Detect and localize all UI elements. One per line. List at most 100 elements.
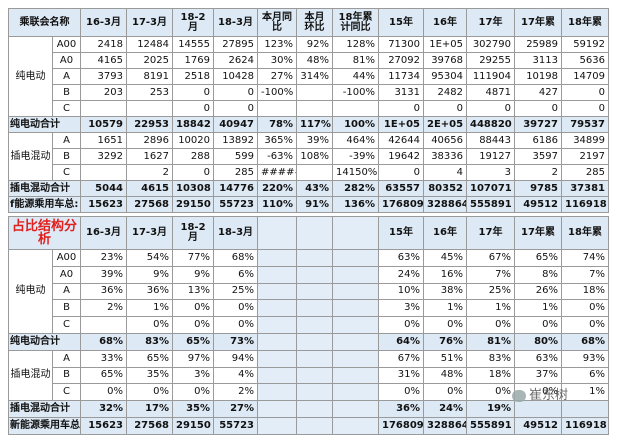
value-cell: 17%	[126, 400, 174, 418]
value-cell: 4615	[126, 180, 173, 197]
value-cell: 10198	[514, 68, 562, 85]
value-cell: 27%	[257, 68, 297, 85]
value-cell	[257, 316, 298, 334]
column-header: 17-3月	[126, 8, 173, 37]
value-cell	[332, 349, 380, 368]
value-cell: 18%	[466, 366, 516, 385]
value-cell: 0%	[561, 299, 610, 318]
value-cell: 36%	[126, 282, 174, 301]
value-cell: 1%	[561, 383, 610, 402]
value-cell: 285	[213, 164, 258, 181]
value-cell: 33%	[80, 349, 128, 368]
value-cell: 27568	[126, 196, 173, 213]
value-cell: 54%	[126, 249, 174, 267]
value-cell	[80, 316, 128, 334]
value-cell: 8%	[514, 265, 563, 284]
value-cell	[257, 282, 298, 301]
value-cell: 65%	[514, 249, 563, 267]
row-subclass: B	[52, 84, 81, 101]
column-header: 16年	[423, 216, 468, 250]
value-cell: 0%	[172, 383, 215, 402]
value-cell: 3793	[80, 68, 127, 85]
value-cell: 3%	[172, 366, 215, 385]
value-cell: 10308	[172, 180, 214, 197]
value-cell: 15623	[80, 416, 128, 435]
column-header: 17年累	[514, 8, 562, 37]
value-cell: 2025	[126, 52, 173, 69]
value-cell: 55723	[213, 416, 259, 435]
value-cell: 18%	[561, 282, 610, 301]
value-cell: 5636	[561, 52, 609, 69]
value-cell	[514, 400, 563, 418]
row-label: 插电混动合计	[7, 400, 82, 418]
value-cell: 0%	[126, 383, 174, 402]
column-header: 17-3月	[126, 216, 174, 250]
value-cell: 13892	[213, 132, 258, 149]
value-cell: 59192	[561, 36, 609, 53]
share-table: 占比结构分析 16-3月 17-3月 18-2月 18-3月 15年 16年 17年 17年累 1…	[7, 216, 610, 435]
value-cell	[257, 299, 298, 318]
value-cell: 0	[514, 100, 562, 117]
value-cell: 555891	[466, 416, 516, 435]
value-cell: 1E+05	[378, 116, 424, 133]
value-cell	[296, 84, 333, 101]
value-cell: 25989	[514, 36, 562, 53]
watermark-icon	[512, 389, 526, 402]
value-cell: 0%	[423, 383, 468, 402]
table-row: B 3292 1627 288 599 -63% 108% -39% 19642 38336 191…	[9, 148, 609, 165]
value-cell: 2	[126, 164, 173, 181]
value-cell	[257, 249, 298, 267]
value-cell: 314%	[296, 68, 333, 85]
value-cell: 55723	[213, 196, 258, 213]
value-cell: 0	[172, 100, 214, 117]
value-cell: 4	[423, 164, 467, 181]
value-cell: 0	[172, 84, 214, 101]
value-cell: 599	[213, 148, 258, 165]
column-header: 乘联会名称	[8, 8, 81, 37]
value-cell: 1%	[466, 299, 516, 318]
value-cell: 0	[213, 100, 258, 117]
table-row: A0 39% 9% 9% 6% 24% 16% 7% 8% 7%	[9, 265, 610, 284]
value-cell: 35%	[126, 366, 174, 385]
value-cell: 0%	[378, 383, 425, 402]
row-subclass: A	[51, 282, 82, 301]
value-cell: 14776	[213, 180, 258, 197]
value-cell: 302790	[466, 36, 515, 53]
value-cell: 282%	[332, 180, 379, 197]
table-row: B 2% 1% 0% 0% 3% 1% 1% 1% 0%	[9, 299, 610, 318]
value-cell: 464%	[332, 132, 379, 149]
value-cell	[296, 249, 334, 267]
value-cell: 3	[466, 164, 515, 181]
table-row: B 65% 35% 3% 4% 31% 48% 18% 37% 6%	[9, 366, 610, 385]
value-cell: 0%	[378, 316, 425, 334]
value-cell: 14150%	[332, 164, 379, 181]
value-cell	[126, 100, 173, 117]
table-row: 插电混动 A 1651 2896 10020 13892 365% 39% 464% 42644 4…	[8, 132, 609, 181]
value-cell: 0%	[172, 299, 215, 318]
value-cell: 0%	[213, 316, 259, 334]
column-header: 18年累计同比	[332, 8, 379, 37]
row-subclass: C	[51, 316, 82, 334]
column-header: 本月同比	[257, 8, 297, 37]
value-cell: 1627	[126, 148, 173, 165]
value-cell: 29255	[466, 52, 515, 69]
value-cell: 2%	[80, 299, 128, 318]
value-cell: 38%	[423, 282, 468, 301]
value-cell	[296, 349, 334, 368]
value-cell	[80, 164, 127, 181]
column-header: 18-3月	[213, 216, 259, 250]
value-cell: 9%	[126, 265, 174, 284]
column-header: 16-3月	[80, 216, 128, 250]
value-cell: 81%	[332, 52, 379, 69]
value-cell: 29150	[172, 416, 215, 435]
column-header	[296, 216, 334, 250]
value-cell: 285	[561, 164, 609, 181]
value-cell: 253	[126, 84, 173, 101]
value-cell: 448820	[466, 116, 515, 133]
value-cell: 128%	[332, 36, 379, 53]
value-cell: 108%	[296, 148, 333, 165]
row-subclass: A0	[52, 52, 81, 69]
row-subclass: C	[51, 383, 82, 402]
column-header: 15年	[378, 216, 425, 250]
table-row: 插电混动 A 33% 65% 97% 94% 67% 51% 83% 63% 93%	[8, 349, 610, 402]
